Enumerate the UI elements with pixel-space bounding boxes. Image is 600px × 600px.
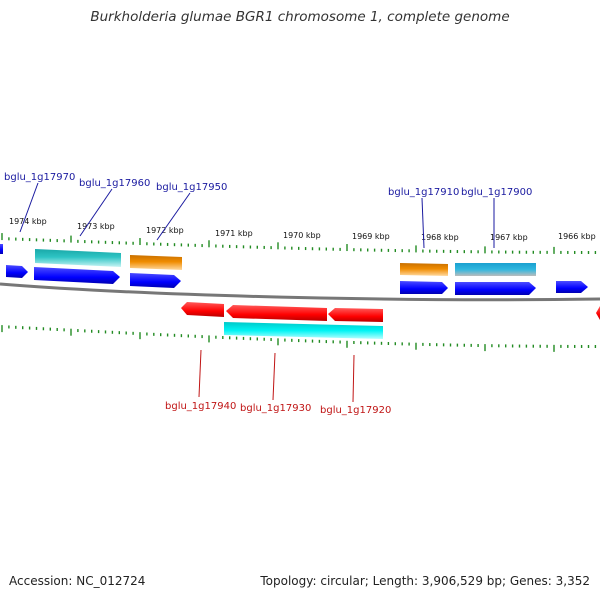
gene-labels: bglu_1g17970 bglu_1g17960 bglu_1g17950 b… <box>4 172 532 416</box>
gene-track-forward <box>0 244 588 295</box>
accession-text: Accession: NC_012724 <box>9 574 146 588</box>
map-title: Burkholderia glumae BGR1 chromosome 1, c… <box>90 9 510 25</box>
cds-feature-cyan[interactable] <box>35 249 121 267</box>
kbp-label: 1968 kbp <box>421 233 459 242</box>
cds-feature-orange[interactable] <box>400 263 448 276</box>
kbp-label: 1972 kbp <box>146 226 184 235</box>
kbp-label: 1974 kbp <box>9 217 47 226</box>
kbp-label: 1973 kbp <box>77 222 115 231</box>
genome-backbone <box>0 282 600 302</box>
label-callouts <box>19 182 495 403</box>
gene-arrow-forward[interactable] <box>6 265 28 278</box>
gene-label[interactable]: bglu_1g17930 <box>240 403 311 414</box>
tick-marks-inner <box>1 325 597 352</box>
kbp-label: 1969 kbp <box>352 232 390 241</box>
gene-arrow-reverse[interactable] <box>226 305 327 321</box>
gene-arrow-forward[interactable] <box>400 281 448 294</box>
kbp-label: 1971 kbp <box>215 229 253 238</box>
kbp-scale: 1974 kbp 1973 kbp 1972 kbp 1971 kbp 1970… <box>9 217 596 242</box>
tick-marks-outer <box>1 233 597 254</box>
gene-label[interactable]: bglu_1g17970 <box>4 172 75 183</box>
gene-arrow-forward[interactable] <box>34 267 120 284</box>
kbp-label: 1966 kbp <box>558 232 596 241</box>
gene-label[interactable]: bglu_1g17960 <box>79 178 150 189</box>
gene-arrow-reverse[interactable] <box>181 302 224 317</box>
cds-feature-sky[interactable] <box>455 263 536 276</box>
cds-feature-orange[interactable] <box>130 255 182 270</box>
gene-label[interactable]: bglu_1g17910 <box>388 187 459 198</box>
gene-arrow-forward[interactable] <box>455 282 536 295</box>
kbp-label: 1970 kbp <box>283 231 321 240</box>
topology-text: Topology: circular; Length: 3,906,529 bp… <box>260 574 590 588</box>
cds-track-forward <box>35 249 536 276</box>
gene-arrow-forward[interactable] <box>130 273 181 288</box>
gene-arrow-forward[interactable] <box>556 281 588 293</box>
gene-label[interactable]: bglu_1g17920 <box>320 405 391 416</box>
gene-track-reverse <box>181 302 600 322</box>
gene-arrow-reverse[interactable] <box>596 306 600 320</box>
kbp-label: 1967 kbp <box>490 233 528 242</box>
cds-track-reverse <box>224 322 383 339</box>
cds-feature-light-cyan[interactable] <box>224 322 383 339</box>
gene-label[interactable]: bglu_1g17940 <box>165 401 236 412</box>
gene-arrow-forward[interactable] <box>0 244 3 254</box>
gene-label[interactable]: bglu_1g17900 <box>461 187 532 198</box>
gene-label[interactable]: bglu_1g17950 <box>156 182 227 193</box>
gene-arrow-reverse[interactable] <box>328 308 383 322</box>
